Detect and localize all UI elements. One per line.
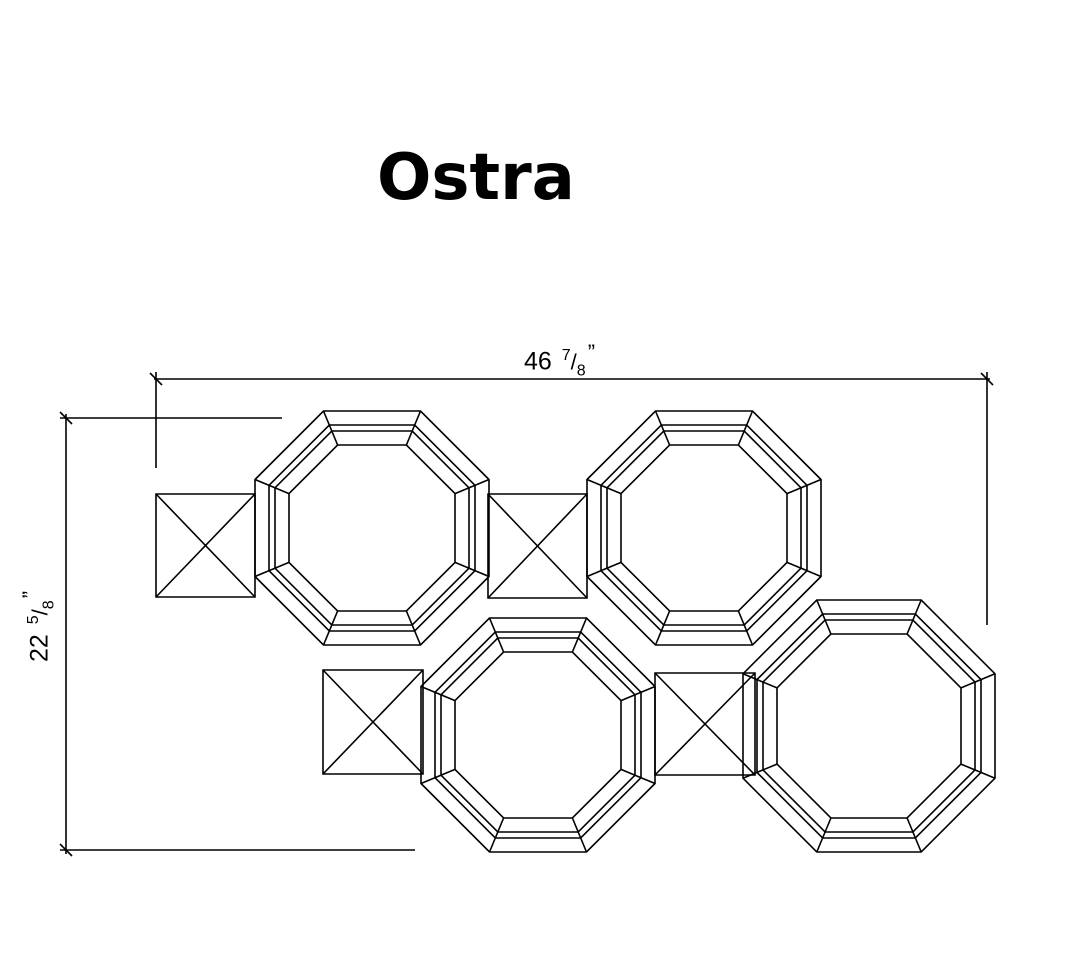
square-tile-3-diagonal-b: [322, 669, 424, 775]
octagon-2-miter-8: [586, 478, 622, 495]
octagon-4-miter-3: [960, 673, 996, 689]
octagon-1-ring-4: [288, 444, 456, 612]
octagon-2-ring-3: [606, 430, 802, 626]
octagon-4-miter-1: [816, 599, 832, 635]
octagon-3-ring-3: [440, 637, 636, 833]
octagon-2-miter-7: [586, 561, 622, 578]
width-dim-right-tick: [980, 372, 994, 386]
octagon-1-miter-5: [405, 610, 422, 646]
octagon-4-miter-5: [906, 817, 922, 853]
square-tile-1-diagonal-b: [155, 493, 256, 598]
width-dim-left-tick: [149, 372, 163, 386]
octagon-1-ring-2: [268, 424, 476, 632]
octagon-3-miter-1: [488, 617, 505, 653]
octagon-4-miter-2: [906, 599, 922, 635]
octagon-4-miter-7: [742, 763, 778, 779]
height-dim-bottom-tick: [59, 843, 73, 857]
octagon-4-miter-8: [742, 673, 778, 689]
octagon-1-miter-6: [322, 610, 339, 646]
octagon-4-miter-4: [960, 763, 996, 779]
octagon-2-miter-1: [654, 410, 671, 446]
width-dimension-label: 46 7/8”: [524, 342, 595, 379]
octagon-4-ring-2: [756, 613, 982, 839]
octagon-3-miter-6: [488, 817, 505, 853]
octagon-2-miter-5: [737, 610, 754, 646]
octagon-4-ring-1: [742, 599, 996, 853]
width-slash: /: [570, 349, 577, 375]
octagon-4-ring-4: [776, 633, 962, 819]
mosaic-tiles: [155, 410, 996, 853]
octagon-3-miter-8: [420, 685, 456, 702]
octagon-3-ring-1: [420, 617, 656, 853]
octagon-1-miter-7: [254, 561, 290, 578]
width-numerator: 7: [561, 347, 571, 364]
octagon-1-ring-3: [274, 430, 470, 626]
octagon-2-miter-6: [654, 610, 671, 646]
octagon-1-miter-1: [322, 410, 339, 446]
octagon-1-miter-2: [405, 410, 422, 446]
octagon-4-ring-3: [762, 619, 976, 833]
octagon-3-miter-2: [571, 617, 588, 653]
diagram-title: Ostra: [377, 141, 575, 215]
octagon-2-miter-2: [737, 410, 754, 446]
width-dimension-line: [149, 372, 994, 625]
width-whole: 46: [524, 347, 552, 376]
octagon-3-miter-3: [620, 685, 656, 702]
square-tile-4-diagonal-b: [654, 672, 756, 776]
width-unit: ”: [587, 340, 596, 365]
octagon-3-ring-2: [434, 631, 642, 839]
octagon-3-miter-5: [571, 817, 588, 853]
octagon-1-miter-4: [454, 561, 490, 578]
square-tile-2-diagonal-b: [487, 493, 588, 599]
octagon-2-miter-3: [786, 478, 822, 495]
octagon-4-miter-6: [816, 817, 832, 853]
height-dimension-line: [59, 411, 415, 857]
octagon-3-miter-7: [420, 768, 456, 785]
octagon-1-miter-8: [254, 478, 290, 495]
octagon-2-ring-2: [600, 424, 808, 632]
octagon-2-miter-4: [786, 561, 822, 578]
width-denominator: 8: [576, 362, 586, 380]
octagon-1-miter-3: [454, 478, 490, 495]
octagon-3-ring-4: [454, 651, 622, 819]
octagon-1-ring-1: [254, 410, 490, 646]
octagon-2-ring-4: [620, 444, 788, 612]
octagon-3-miter-4: [620, 768, 656, 785]
octagon-2-ring-1: [586, 410, 822, 646]
height-dim-top-tick: [59, 411, 73, 425]
